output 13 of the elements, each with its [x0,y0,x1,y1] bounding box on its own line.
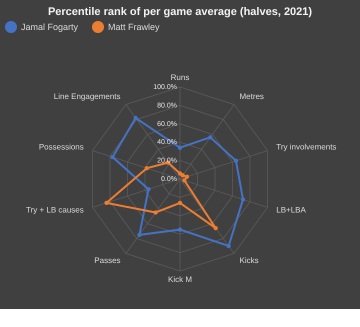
legend-label: Jamal Fogarty [21,22,79,32]
spoke-label: Kicks [239,256,259,265]
spoke-label: Kick M [168,275,192,284]
spoke-label: Metres [239,92,264,102]
spoke-label: Try involvements [276,142,336,152]
legend-label: Matt Frawley [108,22,160,32]
spoke-label: Passes [94,256,121,265]
spoke-label: Try + LB causes [26,205,84,214]
spoke-label: Line Engagements [54,92,121,102]
spoke-label: LB+LBA [276,205,306,214]
spoke-label: Runs [170,72,190,82]
spoke-label: Possessions [38,142,84,152]
chart-title: Percentile rank of per game average (halves, 2021) [48,6,312,18]
